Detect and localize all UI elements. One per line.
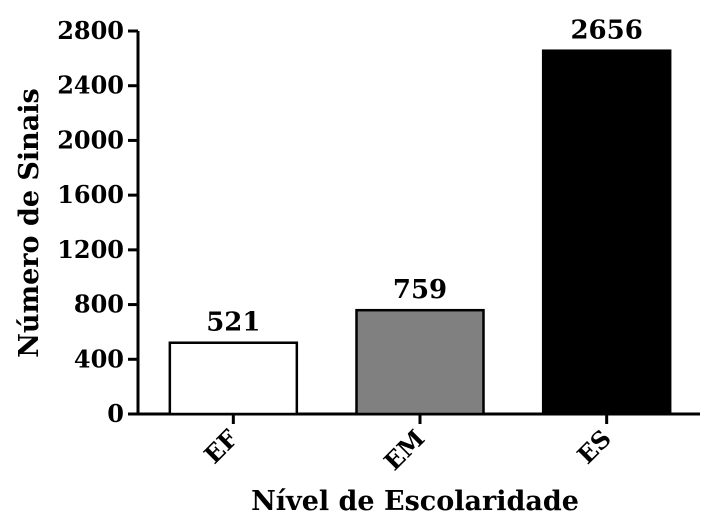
x-tick-label-ef: EF [198,424,243,469]
bars [168,49,672,416]
x-tick-label-es: ES [571,424,617,470]
bar-es [541,49,672,416]
x-axis: EF EM ES [136,412,700,476]
y-axis: 0 400 800 1200 1600 2000 2400 2800 [57,16,140,428]
data-labels: 521 759 2656 [206,16,643,338]
y-tick-label: 1600 [57,180,124,209]
y-tick-label: 1200 [57,235,124,264]
data-label-ef: 521 [206,308,260,338]
y-tick-label: 2000 [57,125,124,154]
y-tick-label: 2800 [57,16,124,45]
y-tick-label: 0 [107,399,124,428]
y-tick-label: 400 [74,344,124,373]
x-axis-title: Nível de Escolaridade [251,486,579,517]
x-tick-label-em: EM [378,424,430,476]
data-label-es: 2656 [570,16,642,46]
data-label-em: 759 [393,275,447,305]
y-tick-label: 2400 [57,71,124,100]
y-axis-title: Número de Sinais [14,88,45,358]
y-tick-label: 800 [74,290,124,319]
bar-em [355,308,485,416]
bar-ef [168,341,299,416]
